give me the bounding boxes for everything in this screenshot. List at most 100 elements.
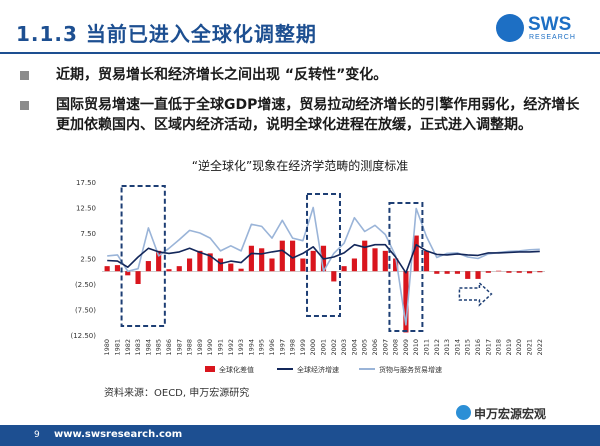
bar-2007	[382, 250, 388, 272]
x-tick-label: 2004	[350, 339, 358, 356]
x-tick-label: 2017	[484, 339, 492, 356]
bar-1990	[207, 253, 213, 272]
bar-2015	[465, 271, 471, 279]
bar-1986	[166, 269, 172, 272]
x-tick-label: 2009	[402, 339, 410, 356]
bar-2006	[372, 248, 378, 272]
bar-2022	[537, 271, 543, 273]
bar-1997	[279, 240, 285, 272]
x-tick-label: 1992	[227, 339, 235, 356]
x-tick-label: 2002	[330, 339, 338, 356]
watermark-icon	[456, 405, 471, 420]
bar-2021	[526, 271, 533, 274]
page-title: 1.1.3 当前已进入全球化调整期	[16, 22, 317, 46]
x-tick-label: 1995	[258, 339, 266, 356]
bar-2014	[454, 271, 461, 274]
bar-1999	[300, 258, 306, 272]
x-tick-label: 1989	[196, 339, 204, 356]
x-tick-label: 1981	[113, 339, 121, 356]
bar-1995	[259, 248, 265, 272]
bar-1991	[217, 258, 224, 272]
x-tick-label: 2020	[515, 339, 523, 356]
bar-2003	[341, 266, 347, 272]
bar-2012	[434, 271, 440, 274]
bar-2002	[331, 271, 337, 282]
highlight-box-2008-2010	[388, 202, 424, 332]
bar-1982	[125, 271, 131, 276]
y-tick-label: 2.50	[80, 256, 96, 264]
sws-logo: SWS RESEARCH	[496, 12, 576, 54]
bullet-1: 近期，贸易增长和经济增长之间出现 “反转性”变化。	[20, 65, 580, 85]
x-tick-label: 1993	[237, 339, 245, 356]
x-tick-label: 1983	[134, 339, 142, 356]
x-tick-label: 1999	[299, 339, 307, 356]
logo-text: SWS	[528, 14, 572, 35]
x-tick-label: 1986	[165, 339, 173, 356]
bar-1998	[290, 240, 296, 272]
y-tick-label: (7.50)	[75, 307, 96, 315]
bar-2000	[310, 250, 316, 272]
x-tick-label: 1987	[175, 339, 183, 356]
bar-1993	[238, 268, 244, 272]
bullet-2-text: 国际贸易增速一直低于全球GDP增速，贸易拉动经济增长的引擎作用弱化，经济增长更加…	[56, 97, 580, 133]
bar-2011	[423, 250, 430, 272]
y-tick-label: (12.50)	[70, 332, 96, 340]
bar-2018	[496, 270, 502, 272]
x-tick-label: 2006	[371, 339, 379, 356]
source-note: 资料来源：OECD, 申万宏源研究	[104, 388, 250, 399]
bar-1981	[114, 265, 121, 272]
title-divider	[0, 52, 600, 54]
legend-label: 货物与服务贸易增速	[379, 365, 442, 374]
bar-1989	[197, 250, 203, 272]
x-tick-label: 2016	[474, 339, 482, 356]
bar-1983	[135, 271, 141, 284]
bar-2019	[506, 271, 512, 273]
x-tick-label: 2011	[423, 339, 431, 356]
bullet-2: 国际贸易增速一直低于全球GDP增速，贸易拉动经济增长的引擎作用弱化，经济增长更加…	[20, 95, 580, 135]
highlight-box-2000-2002	[306, 193, 341, 317]
bar-1988	[186, 258, 193, 272]
gdp-growth-line	[107, 243, 540, 274]
legend-label: 全球经济增速	[297, 365, 339, 374]
x-tick-label: 2013	[443, 339, 451, 356]
x-tick-label: 1997	[278, 339, 286, 356]
x-tick-label: 2019	[505, 339, 513, 356]
x-tick-label: 1988	[186, 339, 194, 356]
bar-2004	[351, 258, 357, 272]
x-tick-label: 2005	[361, 339, 369, 356]
x-tick-label: 1980	[103, 339, 111, 356]
x-tick-label: 2000	[309, 339, 317, 356]
x-tick-label: 1984	[144, 339, 152, 356]
x-tick-label: 1996	[268, 339, 276, 356]
x-tick-label: 2001	[320, 339, 328, 356]
bar-1984	[145, 261, 151, 272]
bar-2020	[516, 271, 522, 273]
x-tick-label: 2012	[433, 339, 441, 356]
bar-2016	[475, 271, 481, 279]
x-tick-label: 2018	[495, 339, 503, 356]
x-tick-label: 1990	[206, 339, 214, 356]
bullet-1-text: 近期，贸易增长和经济增长之间出现 “反转性”变化。	[56, 67, 388, 83]
footer-url[interactable]: www.swsresearch.com	[54, 429, 183, 440]
bar-1987	[176, 266, 182, 272]
highlight-box-1982-1985	[120, 185, 166, 327]
x-tick-label: 2003	[340, 339, 348, 356]
x-tick-label: 1985	[155, 339, 163, 356]
bar-1996	[269, 258, 275, 272]
x-tick-label: 2007	[381, 339, 389, 356]
y-tick-label: 7.50	[80, 230, 96, 238]
chart-title: “逆全球化”现象在经济学范畴的测度标准	[191, 159, 409, 173]
x-tick-label: 2021	[526, 339, 534, 356]
x-tick-label: 2014	[453, 339, 461, 356]
bar-2008	[393, 258, 399, 272]
bar-2010	[413, 235, 419, 272]
y-tick-label: (2.50)	[75, 281, 96, 289]
watermark: 申万宏源宏观	[474, 407, 547, 421]
bar-1980	[104, 266, 110, 272]
bar-2013	[444, 271, 450, 274]
trade-growth-line	[107, 206, 540, 326]
x-tick-label: 2010	[412, 339, 420, 356]
legend-swatch-bar	[205, 366, 215, 372]
bar-2017	[485, 271, 491, 273]
